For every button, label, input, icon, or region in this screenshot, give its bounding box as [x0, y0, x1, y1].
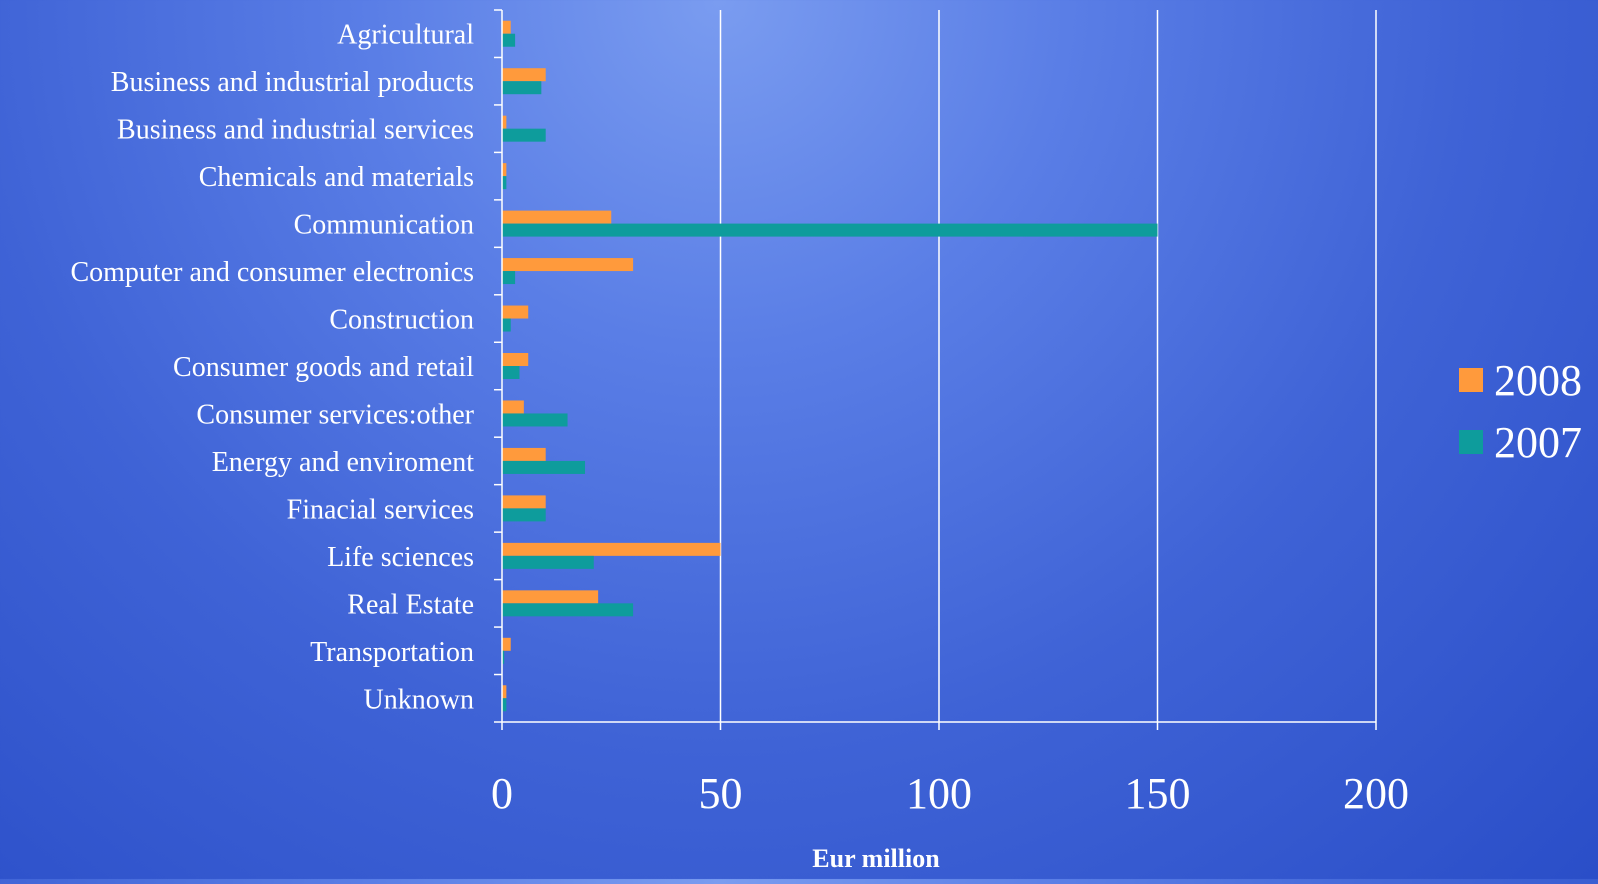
category-label: Chemicals and materials [199, 162, 474, 193]
category-label: Transportation [310, 637, 474, 668]
category-label: Energy and enviroment [212, 447, 475, 478]
legend-label-2008: 2008 [1494, 356, 1582, 405]
x-tick-label: 100 [906, 769, 972, 818]
bar-2007-5 [502, 271, 516, 285]
bar-2008-9 [502, 447, 546, 461]
category-label: Finacial services [287, 494, 474, 525]
bar-2007-3 [502, 176, 507, 190]
axes [494, 9, 1377, 730]
x-tick-label: 50 [699, 769, 743, 818]
legend: 2008 2007 [1459, 356, 1582, 467]
bar-2008-4 [502, 210, 612, 224]
bar-2008-13 [502, 637, 511, 651]
category-label: Business and industrial services [117, 115, 474, 146]
bar-2007-7 [502, 366, 520, 379]
bar-2007-6 [502, 318, 511, 332]
category-label: Unknown [364, 684, 474, 715]
category-label: Real Estate [347, 589, 474, 620]
x-tick-label: 150 [1125, 769, 1191, 818]
bar-2008-1 [502, 68, 546, 82]
category-label: Life sciences [327, 542, 474, 573]
legend-swatch-2008 [1459, 368, 1483, 392]
x-tick-label: 200 [1343, 769, 1409, 818]
bar-2007-2 [502, 128, 546, 142]
bar-2007-12 [502, 603, 634, 617]
bar-2007-1 [502, 81, 542, 95]
bar-2007-4 [502, 223, 1158, 237]
tick-labels: 0 50 100 150 200 [491, 769, 1409, 818]
bar-2007-10 [502, 508, 546, 522]
category-label: Construction [329, 305, 474, 336]
bar-2008-5 [502, 258, 634, 272]
x-axis-title: Eur million [812, 844, 940, 873]
category-label: Computer and consumer electronics [70, 257, 474, 288]
bar-2008-0 [502, 20, 511, 34]
bar-2007-13 [502, 650, 505, 664]
category-label: Agricultural [337, 20, 474, 51]
bar-2008-7 [502, 353, 529, 366]
bar-2008-8 [502, 400, 524, 414]
bar-2008-14 [502, 685, 507, 699]
bar-2007-11 [502, 555, 594, 569]
bar-2007-8 [502, 413, 568, 427]
bars [502, 20, 1158, 712]
bar-2008-12 [502, 590, 599, 604]
bar-2008-10 [502, 495, 546, 509]
bar-2007-0 [502, 33, 516, 47]
category-label: Business and industrial products [111, 67, 474, 98]
bar-2008-3 [502, 163, 507, 177]
legend-label-2007: 2007 [1494, 418, 1582, 467]
bar-2007-14 [502, 698, 507, 712]
category-label: Communication [294, 210, 474, 241]
category-label: Consumer goods and retail [173, 352, 474, 383]
x-tick-label: 0 [491, 769, 513, 818]
bar-2008-6 [502, 305, 529, 319]
category-labels: Agricultural Business and industrial prod… [70, 20, 474, 716]
bar-2008-11 [502, 542, 721, 556]
bar-2008-2 [502, 115, 507, 129]
category-label: Consumer services:other [196, 399, 474, 430]
legend-swatch-2007 [1459, 430, 1483, 454]
bar-2007-9 [502, 460, 586, 474]
gridlines [719, 10, 1377, 722]
